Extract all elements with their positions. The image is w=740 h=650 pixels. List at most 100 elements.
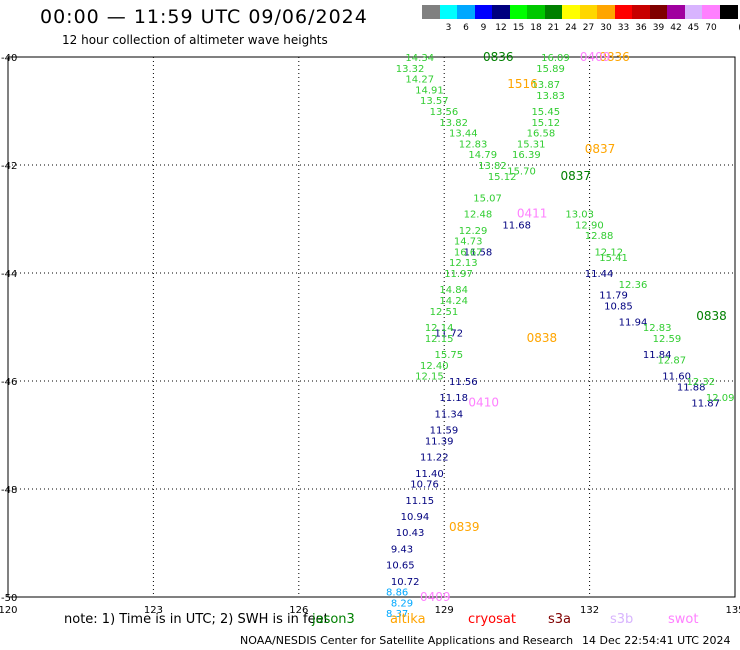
data-label-jason3: 9.43 [391, 544, 413, 555]
data-label-altika: 0837 [585, 142, 616, 156]
colorbar-tick-label: 27 [582, 23, 595, 33]
sat-label-s3b: s3b [610, 612, 634, 627]
colorbar-swatch [579, 5, 598, 19]
colorbar-tick-label: 30 [600, 23, 612, 33]
colorbar-tick-label: 45 [687, 23, 700, 33]
colorbar-swatch [614, 5, 633, 19]
colorbar-tick-label: 42 [670, 23, 682, 33]
data-label-swh-green: 12.88 [585, 231, 614, 242]
sat-label-jason3: jason3 [312, 612, 355, 627]
data-label-jason3: 10.85 [604, 301, 633, 312]
data-label-swh-green: 12.12 [594, 247, 623, 258]
data-label-swh-green: 13.87 [531, 80, 560, 91]
data-label-jason3: 10.72 [391, 577, 420, 588]
data-label-jason3-passes: 0836 [483, 50, 514, 64]
data-label-swh-green: 16.09 [541, 53, 570, 64]
data-label-jason3: 11.68 [502, 220, 531, 231]
data-label-swh-green: 12.15 [415, 372, 444, 383]
data-label-swh-green: 13.82 [439, 118, 468, 129]
sat-label-swot: swot [668, 612, 699, 627]
data-label-swot: 0409 [420, 590, 451, 604]
colorbar-swatch [439, 5, 458, 19]
data-label-jason3-passes: 0838 [696, 309, 727, 323]
colorbar-tick-label: 9 [480, 23, 487, 33]
data-label-swh-green: 15.31 [517, 139, 546, 150]
data-label-jason3: 11.60 [662, 372, 691, 383]
y-tick-label: -48 [1, 485, 17, 496]
colorbar-swatch [422, 5, 440, 19]
data-label-swh-green: 12.36 [619, 280, 648, 291]
colorbar-tick-label: 15 [512, 23, 525, 33]
data-label-swh-green: 15.41 [599, 253, 628, 264]
colorbar-unit: (ft) [733, 23, 740, 33]
chart-subtitle: 12 hour collection of altimeter wave hei… [62, 33, 328, 47]
colorbar-tick-label: 70 [705, 23, 717, 33]
plot-frame [7, 56, 736, 598]
data-label-jason3: 10.94 [401, 512, 430, 523]
data-label-jason3-passes: 0837 [561, 169, 592, 183]
data-label-jason3: 11.58 [464, 247, 493, 258]
data-label-jason3: 11.22 [420, 453, 449, 464]
generation-timestamp: 14 Dec 22:54:41 UTC 2024 [582, 634, 731, 647]
data-label-swh-green: 12.13 [449, 258, 478, 269]
colorbar-swatch [649, 5, 668, 19]
data-label-swh-green: 15.12 [531, 118, 560, 129]
data-label-altika: 0839 [449, 520, 480, 534]
data-label-swot: 0409 [580, 50, 611, 64]
data-label-jason3: 11.15 [405, 496, 434, 507]
colorbar-swatch [544, 5, 563, 19]
data-label-jason3: 11.94 [619, 318, 648, 329]
data-label-swh-green: 16.67 [454, 247, 483, 258]
data-label-jason3: 11.59 [430, 426, 459, 437]
colorbar-swatch [632, 5, 650, 19]
x-tick-label: 123 [144, 605, 163, 616]
data-label-jason3: 10.43 [396, 528, 425, 539]
data-label-swh-green: 12.14 [425, 323, 454, 334]
data-label-swh-green: 13.56 [430, 107, 459, 118]
footer-note: note: 1) Time is in UTC; 2) SWH is in fe… [64, 612, 329, 627]
colorbar-swatch [597, 5, 615, 19]
data-label-swh-green: 12.15 [425, 334, 454, 345]
x-tick-label: 135 [725, 605, 740, 616]
colorbar-swatch [667, 5, 685, 19]
data-label-swh-green: 13.83 [536, 91, 565, 102]
y-tick-label: -42 [1, 161, 17, 172]
data-label-jason3: 11.72 [435, 328, 464, 339]
data-label-swh-green: 12.29 [459, 226, 488, 237]
colorbar-swatch [457, 5, 475, 19]
data-label-swh-green: 13.32 [396, 64, 425, 75]
data-label-swh-green: 15.75 [435, 350, 464, 361]
colorbar-tick-label: 6 [463, 23, 469, 33]
data-label-swh-green: 14.24 [439, 296, 468, 307]
colorbar-swatch [492, 5, 510, 19]
credit-line: NOAA/NESDIS Center for Satellite Applica… [240, 634, 574, 647]
data-label-swh-green: 12.83 [643, 323, 672, 334]
data-label-jason3: 11.87 [691, 399, 720, 410]
sat-label-cryosat: cryosat [468, 612, 516, 627]
colorbar-tick-label: 33 [617, 23, 630, 33]
colorbar-swatch [562, 5, 580, 19]
colorbar-swatch [684, 5, 703, 19]
data-label-sentinel6: 8.86 [386, 588, 408, 599]
data-label-swh-green: 12.59 [653, 334, 682, 345]
data-label-swh-green: 14.27 [405, 75, 434, 86]
data-label-jason3: 10.65 [386, 561, 415, 572]
colorbar-tick-label: 21 [547, 23, 560, 33]
x-tick-label: 129 [435, 605, 454, 616]
data-label-swot: 0411 [517, 207, 548, 221]
chart-title: 00:00 — 11:59 UTC 09/06/2024 [40, 6, 368, 28]
data-label-swh-green: 13.03 [565, 210, 594, 221]
data-label-sentinel6: 8.29 [391, 598, 413, 609]
data-label-swh-green: 14.84 [439, 285, 468, 296]
data-label-swh-green: 11.97 [444, 269, 473, 280]
x-tick-label: 120 [0, 605, 18, 616]
x-tick-label: 132 [580, 605, 599, 616]
colorbar-tick-label: 12 [495, 23, 507, 33]
data-label-swh-green: 15.12 [488, 172, 517, 183]
data-label-jason3: 10.76 [410, 480, 439, 491]
data-label-swh-green: 14.73 [454, 237, 483, 248]
data-label-altika: 1516 [507, 77, 538, 91]
y-tick-label: -44 [1, 269, 17, 280]
data-label-swh-green: 13.57 [420, 96, 449, 107]
